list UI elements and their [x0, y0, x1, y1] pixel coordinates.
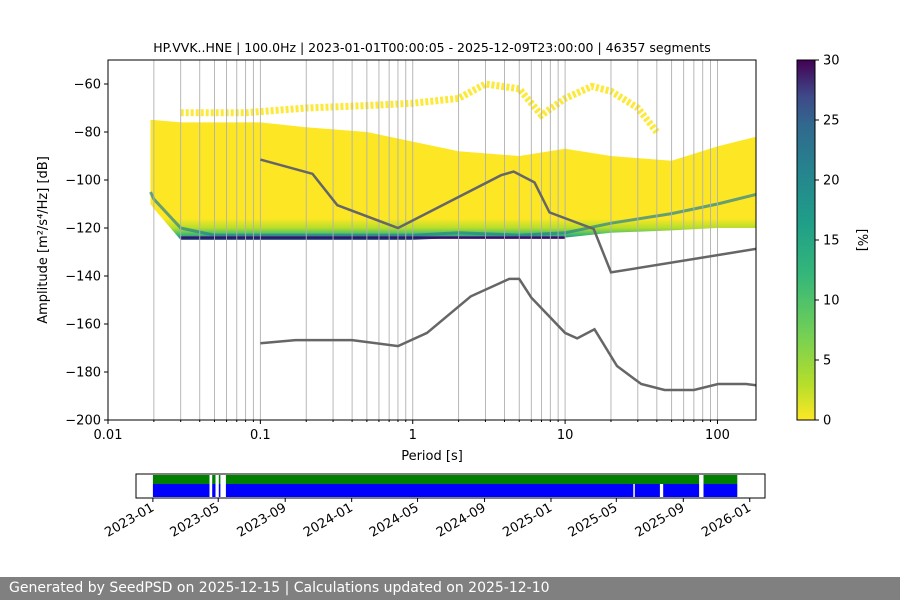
high-noise-model-line: [260, 158, 756, 274]
colorbar-tick-label: 30: [823, 54, 840, 69]
colorbar-tick-label: 0: [823, 414, 831, 429]
colorbar-tick-label: 25: [823, 114, 840, 129]
x-tick-label: 100: [705, 428, 730, 443]
colorbar-ticks: 0 5 10 15 20 25 30: [815, 54, 840, 429]
date-tick-label: 2026-01: [699, 500, 754, 540]
x-tick-label: 0.01: [94, 428, 123, 443]
date-tick-label: 2023-01: [102, 500, 157, 540]
y-tick-label: −140: [65, 270, 101, 285]
noise-model-lines: [260, 158, 756, 392]
date-tick-label: 2023-05: [168, 500, 223, 540]
grid-lines: [108, 60, 718, 420]
availability-segment-blue: [152, 484, 210, 497]
availability-segment-green: [703, 475, 738, 484]
y-tick-label: −80: [74, 126, 101, 141]
colorbar: [796, 59, 816, 421]
y-axis-label: Amplitude [m²/s⁴/Hz] [dB]: [36, 156, 51, 324]
availability-segment-blue: [703, 484, 738, 497]
footer-text: Generated by SeedPSD on 2025-12-15 | Cal…: [9, 580, 550, 596]
low-noise-model-line: [260, 277, 756, 392]
availability-segment-green: [152, 475, 210, 484]
colorbar-tick-label: 10: [823, 294, 840, 309]
availability-bars: [152, 475, 738, 497]
availability-segment-blue: [218, 484, 221, 497]
sparse-upper-band: [180, 80, 660, 135]
date-tick-label: 2025-05: [566, 500, 621, 540]
colorbar-tick-label: 20: [823, 174, 840, 189]
density-band: [150, 120, 756, 240]
y-tick-label: −100: [65, 174, 101, 189]
x-tick-label: 1: [409, 428, 417, 443]
availability-segment-blue: [225, 484, 634, 497]
plot-frame: [107, 59, 757, 421]
x-axis-label: Period [s]: [401, 449, 463, 464]
date-tick-label: 2024-01: [301, 500, 356, 540]
date-tick-label: 2025-01: [500, 500, 555, 540]
availability-segment-green: [218, 475, 221, 484]
chart-title: HP.VVK..HNE | 100.0Hz | 2023-01-01T00:00…: [153, 40, 710, 55]
y-axis: −60 −80 −100 −120 −140 −160 −180 −200: [65, 78, 108, 429]
availability-segment-blue: [663, 484, 700, 497]
y-tick-label: −60: [74, 78, 101, 93]
date-tick-label: 2025-09: [633, 500, 688, 540]
footer: Generated by SeedPSD on 2025-12-15 | Cal…: [0, 577, 900, 600]
y-tick-label: −200: [65, 414, 101, 429]
date-tick-label: 2024-05: [367, 500, 422, 540]
availability-segment-blue: [634, 484, 660, 497]
date-tick-label: 2023-09: [235, 500, 290, 540]
availability-segment-green: [212, 475, 216, 484]
availability-segment-green: [225, 475, 700, 484]
availability-date-axis: 2023-01 2023-05 2023-09 2024-01 2024-05 2024-…: [102, 498, 754, 541]
date-tick-label: 2024-09: [434, 500, 489, 540]
x-tick-label: 10: [557, 428, 574, 443]
density-layer: [149, 80, 756, 240]
colorbar-label: [%]: [854, 229, 869, 252]
y-tick-label: −120: [65, 222, 101, 237]
y-tick-label: −160: [65, 318, 101, 333]
x-axis: 0.01 0.1 1 10 100: [94, 420, 730, 443]
x-tick-label: 0.1: [250, 428, 271, 443]
y-tick-label: −180: [65, 366, 101, 381]
colorbar-tick-label: 15: [823, 234, 840, 249]
colorbar-tick-label: 5: [823, 354, 831, 369]
availability-segment-blue: [212, 484, 216, 497]
